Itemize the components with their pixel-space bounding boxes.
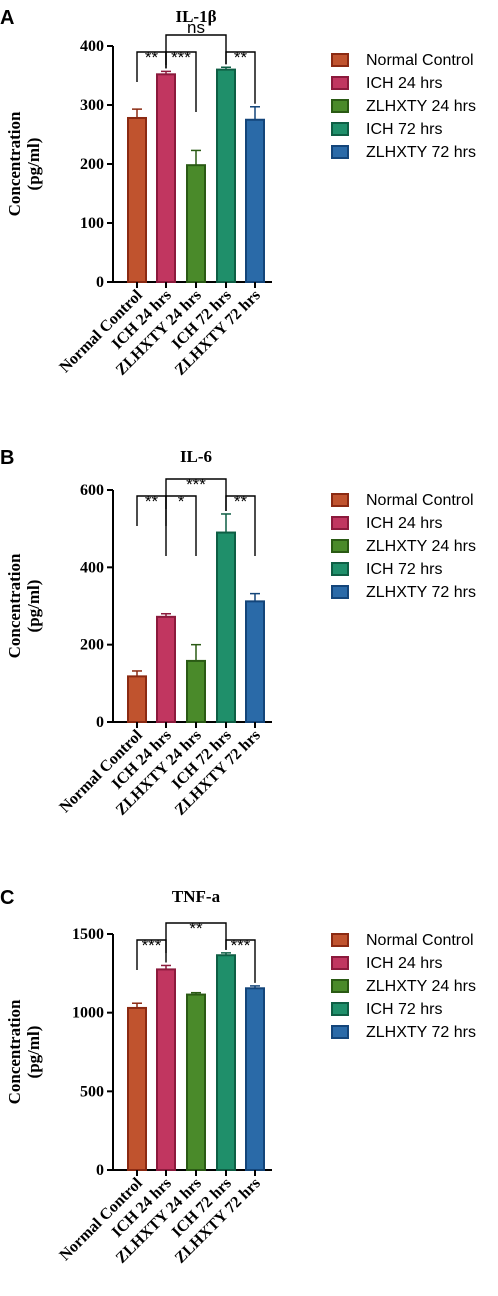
legend-label: ZLHXTY 72 hrs <box>366 584 476 601</box>
y-axis-label-line: Concentration <box>5 553 24 658</box>
legend-swatch <box>331 956 349 970</box>
y-tick-label: 100 <box>80 215 104 232</box>
panel-b: B IL-6 Concentration(pg/ml) 0 200 400 600 Norma… <box>0 447 476 819</box>
y-tick-label: 1000 <box>72 1005 104 1022</box>
bar <box>186 659 206 724</box>
y-tick-label: 0 <box>96 1162 104 1179</box>
chart-title: IL-6 <box>180 447 212 466</box>
bar <box>245 987 265 1172</box>
chart-title: TNF-a <box>172 887 221 906</box>
legend-label: ICH 72 hrs <box>366 561 442 578</box>
legend-swatch <box>331 585 349 599</box>
legend-label: ICH 24 hrs <box>366 75 442 92</box>
y-tick-label: 1500 <box>72 926 104 943</box>
y-axis-label-line: Concentration <box>5 111 24 216</box>
y-axis-label-line: (pg/ml) <box>24 1026 43 1079</box>
legend-swatch <box>331 933 349 947</box>
legend-swatch <box>331 76 349 90</box>
bar <box>245 118 265 283</box>
y-axis-label-line: Concentration <box>5 999 24 1104</box>
significance-label: ** <box>234 492 248 511</box>
y-axis-label: Concentration(pg/ml) <box>5 553 43 658</box>
bar <box>186 993 206 1171</box>
legend-swatch <box>331 493 349 507</box>
chart-title: IL-1β <box>175 7 216 26</box>
legend-swatch <box>331 539 349 553</box>
y-tick-label: 200 <box>80 637 104 654</box>
significance-bracket <box>165 495 197 556</box>
bar <box>127 1006 147 1171</box>
panel-letter: B <box>0 447 14 469</box>
legend-swatch <box>331 99 349 113</box>
legend-swatch <box>331 1025 349 1039</box>
y-axis-label: Concentration(pg/ml) <box>5 999 43 1104</box>
bar <box>127 675 147 724</box>
bar <box>216 531 236 723</box>
significance-label: ** <box>189 919 203 938</box>
legend-label: Normal Control <box>366 492 474 509</box>
bar <box>216 954 236 1171</box>
significance-label: ns <box>187 18 205 37</box>
y-tick-label: 500 <box>80 1083 104 1100</box>
panel-a: A IL-1β Concentration(pg/ml) 0 100 200 300 400 N… <box>0 7 476 379</box>
legend-label: ICH 24 hrs <box>366 515 442 532</box>
significance-label: * <box>178 492 185 511</box>
legend-swatch <box>331 562 349 576</box>
significance-label: ** <box>145 48 159 67</box>
bar <box>216 68 236 283</box>
y-tick-label: 200 <box>80 156 104 173</box>
panel-letter: C <box>0 887 14 909</box>
significance-label: *** <box>142 936 162 955</box>
legend-swatch <box>331 1002 349 1016</box>
legend-label: ICH 72 hrs <box>366 121 442 138</box>
y-tick-label: 0 <box>96 274 104 291</box>
legend-label: ZLHXTY 72 hrs <box>366 144 476 161</box>
y-tick-label: 300 <box>80 97 104 114</box>
legend-label: ICH 24 hrs <box>366 955 442 972</box>
legend-swatch <box>331 53 349 67</box>
significance-bracket <box>165 922 227 953</box>
significance-label: *** <box>186 475 206 494</box>
legend-swatch <box>331 122 349 136</box>
bar <box>245 600 265 723</box>
significance-bracket <box>225 51 256 104</box>
y-tick-label: 400 <box>80 559 104 576</box>
panel-c: C TNF-a Concentration(pg/ml) 0 500 1000 1500 No… <box>0 887 476 1267</box>
y-axis-label: Concentration(pg/ml) <box>5 111 43 216</box>
y-tick-label: 0 <box>96 714 104 731</box>
significance-label: *** <box>171 48 191 67</box>
y-tick-label: 600 <box>80 482 104 499</box>
bar <box>156 615 176 723</box>
legend-label: ICH 72 hrs <box>366 1001 442 1018</box>
significance-label: ** <box>234 48 248 67</box>
legend-label: Normal Control <box>366 932 474 949</box>
legend-swatch <box>331 979 349 993</box>
legend-swatch <box>331 516 349 530</box>
significance-bracket <box>165 478 227 511</box>
significance-label: *** <box>231 936 251 955</box>
legend-label: ZLHXTY 24 hrs <box>366 538 476 555</box>
y-axis-label-line: (pg/ml) <box>24 580 43 633</box>
legend-swatch <box>331 145 349 159</box>
bar <box>186 164 206 283</box>
significance-bracket <box>225 495 256 556</box>
significance-label: ** <box>145 492 159 511</box>
panel-letter: A <box>0 7 14 29</box>
significance-bracket <box>225 939 256 983</box>
legend-label: ZLHXTY 72 hrs <box>366 1024 476 1041</box>
y-tick-label: 400 <box>80 38 104 55</box>
bar <box>127 116 147 284</box>
legend-label: ZLHXTY 24 hrs <box>366 978 476 995</box>
legend-label: ZLHXTY 24 hrs <box>366 98 476 115</box>
significance-bracket <box>165 34 227 65</box>
bar <box>156 968 176 1172</box>
bar <box>156 73 176 283</box>
y-axis-label-line: (pg/ml) <box>24 138 43 191</box>
legend-label: Normal Control <box>366 52 474 69</box>
